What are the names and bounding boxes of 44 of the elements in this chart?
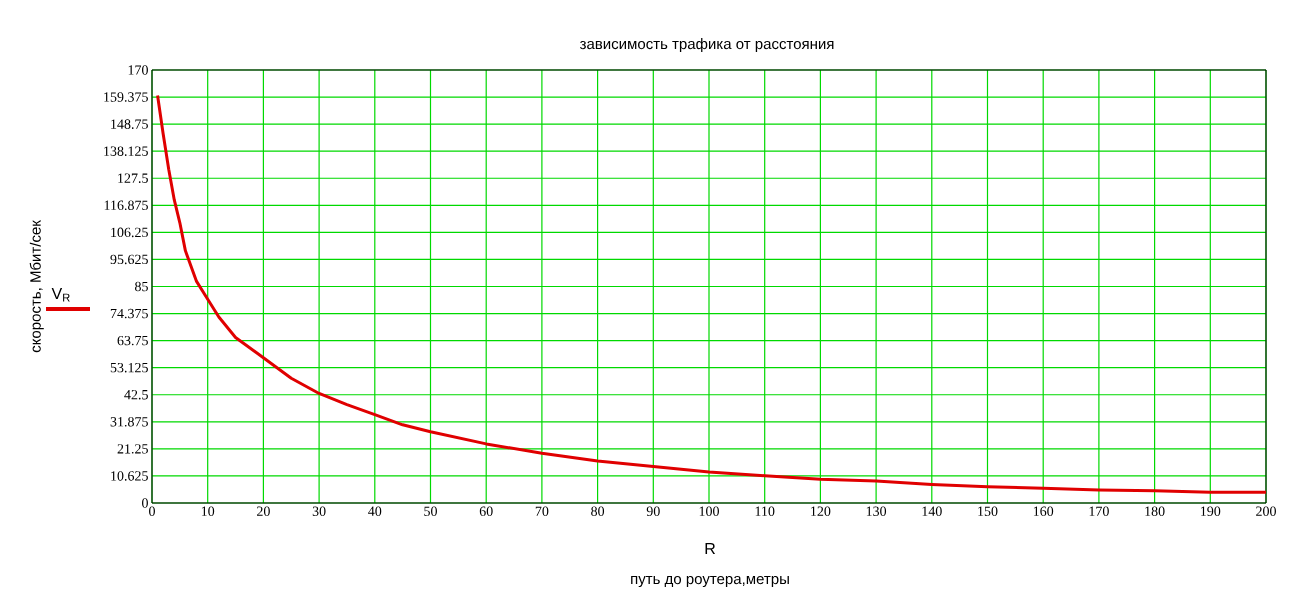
x-tick-label: 40 — [368, 506, 382, 516]
y-tick-label: 42.5 — [124, 390, 148, 400]
y-tick-label: 0 — [142, 498, 148, 508]
chart-title: зависимость трафика от расстояния — [579, 38, 834, 53]
y-tick-label: 106.25 — [111, 227, 148, 238]
x-tick-label: 150 — [978, 506, 998, 516]
y-tick-label: 138.125 — [104, 146, 148, 156]
y-tick-label: 116.875 — [104, 200, 148, 211]
y-tick-label: 159.375 — [104, 92, 148, 102]
x-tick-label: 60 — [479, 506, 493, 516]
y-tick-label: 148.75 — [111, 119, 148, 129]
x-tick-label: 0 — [149, 506, 155, 516]
y-tick-label: 63.75 — [117, 335, 148, 346]
x-tick-label: 170 — [1089, 506, 1109, 516]
x-tick-label: 110 — [755, 506, 775, 516]
x-tick-label: 130 — [866, 506, 887, 516]
x-tick-label: 180 — [1145, 506, 1165, 516]
x-tick-label: 200 — [1256, 506, 1276, 516]
x-tick-label: 120 — [811, 506, 831, 516]
x-tick-label: 190 — [1201, 506, 1221, 516]
y-tick-label: 170 — [128, 65, 148, 75]
x-tick-label: 100 — [699, 506, 719, 516]
y-tick-label: 85 — [135, 281, 148, 292]
x-tick-label: 80 — [591, 506, 605, 516]
line-series — [156, 93, 1268, 494]
x-tick-label: 20 — [257, 506, 270, 516]
x-tick-label: 90 — [646, 506, 660, 516]
y-tick-label: 53.125 — [110, 362, 148, 373]
x-tick-label: 30 — [312, 506, 326, 516]
y-tick-label: 10.625 — [111, 471, 148, 481]
x-tick-label: 50 — [424, 506, 437, 516]
y-tick-label: 74.375 — [110, 308, 148, 319]
y-tick-label: 21.25 — [117, 444, 148, 454]
text: V$_{R}$ — [51, 287, 70, 302]
x-tick-label: 70 — [535, 506, 549, 516]
x-tick-label: 160 — [1033, 506, 1054, 516]
y-tick-label: 127.5 — [118, 173, 148, 183]
x-axis-title: путь до роутера,метры — [631, 575, 789, 588]
y-tick-label: 95.625 — [110, 254, 148, 265]
x-tick-label: 10 — [201, 506, 215, 516]
y-axis-title: скорость, Мбит/сек — [29, 220, 44, 353]
x-tick-label: 140 — [922, 506, 942, 516]
text: R — [705, 542, 716, 554]
y-tick-label: 31.875 — [110, 417, 148, 427]
